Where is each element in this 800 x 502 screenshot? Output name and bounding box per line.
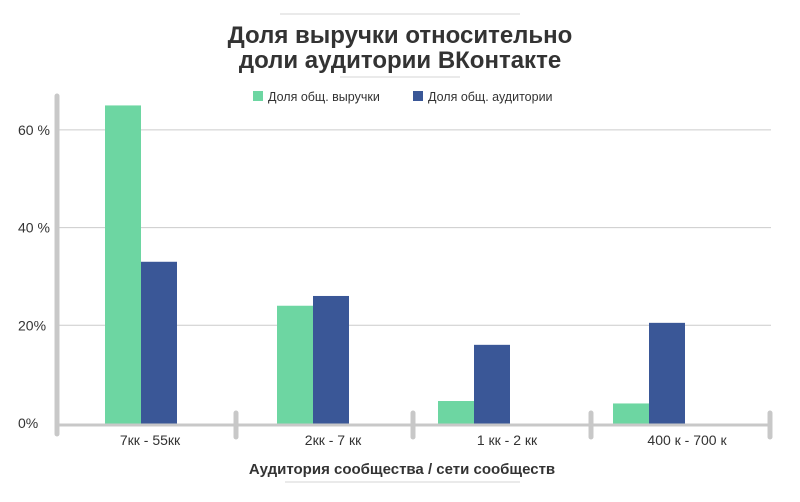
y-tick-label: 40 %: [18, 220, 50, 236]
category-label: 1 кк - 2 кк: [477, 432, 538, 448]
legend: Доля общ. выручки Доля общ. аудитории: [253, 90, 553, 104]
y-tick-label: 60 %: [18, 122, 50, 138]
bar-audience-1: [313, 295, 349, 424]
legend-label-audience: Доля общ. аудитории: [428, 90, 553, 104]
category-label: 400 к - 700 к: [647, 432, 727, 448]
x-axis-separators: [233, 410, 773, 440]
y-tick-label: 20%: [18, 317, 46, 333]
bar-revenue-1: [277, 305, 313, 424]
legend-label-revenue: Доля общ. выручки: [268, 90, 380, 104]
bar-audience-0: [141, 261, 177, 424]
x-axis-title: Аудитория сообщества / сети сообществ: [249, 461, 555, 478]
chart-title-line-2: доли аудитории ВКонтакте: [239, 47, 561, 74]
bar-audience-2: [474, 344, 510, 424]
legend-swatch-revenue: [253, 91, 263, 101]
bar-audience-3: [649, 322, 685, 424]
legend-swatch-audience: [413, 91, 423, 101]
y-tick-label: 0%: [18, 415, 38, 431]
y-tick-labels: 0% 20% 40 % 60 %: [18, 122, 50, 431]
bar-revenue-0: [105, 105, 141, 424]
category-label: 7кк - 55кк: [120, 432, 181, 448]
chart-title-line-1: Доля выручки относительно: [228, 22, 573, 49]
bar-revenue-2: [438, 401, 474, 424]
bars: [105, 105, 685, 424]
category-label: 2кк - 7 кк: [305, 432, 362, 448]
category-labels: 7кк - 55кк 2кк - 7 кк 1 кк - 2 кк 400 к - 7…: [120, 432, 728, 448]
bar-revenue-3: [613, 403, 649, 424]
